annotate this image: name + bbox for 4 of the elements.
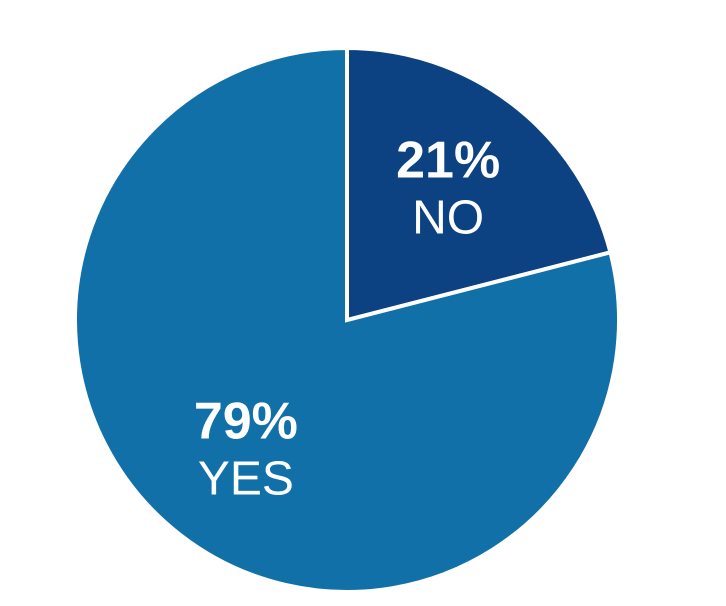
- data-label: 79%: [194, 392, 298, 450]
- slice-label: YES: [198, 452, 294, 506]
- data-label: 21%: [396, 132, 500, 190]
- slice-label: NO: [412, 192, 484, 245]
